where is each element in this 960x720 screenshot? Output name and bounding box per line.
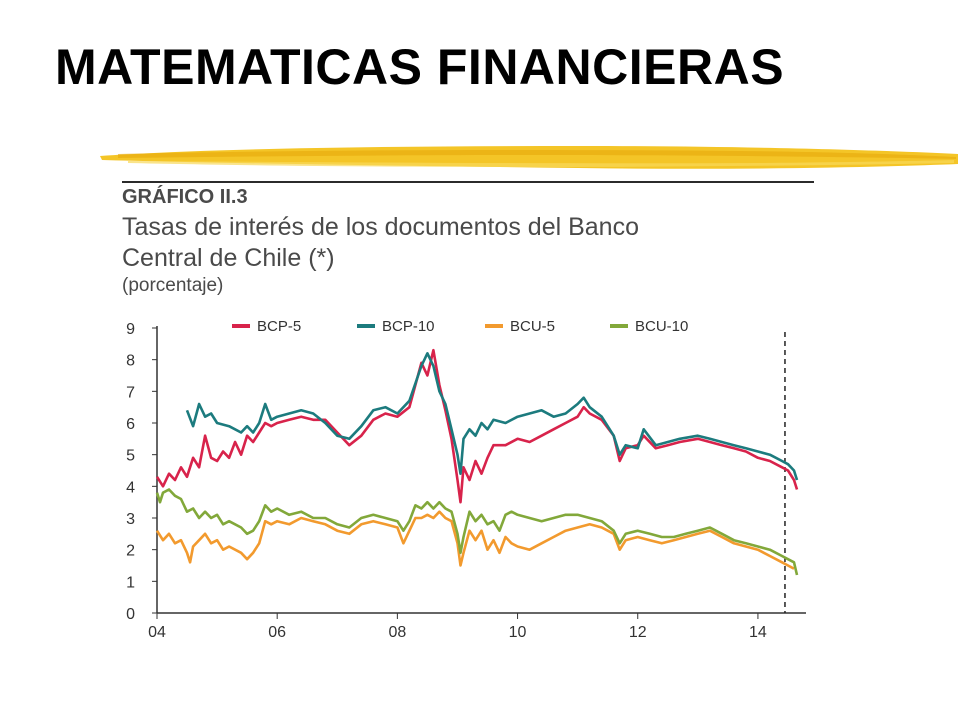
chart-units: (porcentaje) <box>122 275 224 296</box>
y-tick-label: 4 <box>126 479 135 496</box>
y-tick-label: 3 <box>126 511 135 528</box>
x-tick-label: 12 <box>629 624 647 641</box>
legend-label-bcp-10: BCP-10 <box>382 318 435 335</box>
y-tick-label: 2 <box>126 543 135 560</box>
legend-label-bcu-10: BCU-10 <box>635 318 688 335</box>
y-tick-label: 7 <box>126 384 135 401</box>
y-tick-label: 6 <box>126 416 135 433</box>
chart-title-line-2: Central de Chile (*) <box>122 244 335 272</box>
series-line-bcp-5 <box>155 348 799 504</box>
x-tick-label: 06 <box>268 624 286 641</box>
x-tick-label: 10 <box>509 624 527 641</box>
y-tick-label: 9 <box>126 321 135 338</box>
brush-streak-2 <box>128 160 954 167</box>
series-line-bcp-10 <box>185 352 799 481</box>
chart-label: GRÁFICO II.3 <box>122 186 248 208</box>
yellow-brush-stroke <box>100 146 958 169</box>
chart-title: Tasas de interés de los documentos del B… <box>122 212 822 274</box>
legend-label-bcu-5: BCU-5 <box>510 318 555 335</box>
chart-top-rule <box>122 181 814 183</box>
y-tick-label: 8 <box>126 353 135 370</box>
x-tick-label: 14 <box>749 624 767 641</box>
chart-title-line-1: Tasas de interés de los documentos del B… <box>122 213 639 241</box>
y-tick-label: 0 <box>126 606 135 623</box>
x-tick-label: 08 <box>388 624 406 641</box>
series-line-bcu-10 <box>155 488 799 576</box>
legend-label-bcp-5: BCP-5 <box>257 318 301 335</box>
x-tick-label: 04 <box>148 624 166 641</box>
y-tick-label: 5 <box>126 448 135 465</box>
brush-streak-1 <box>118 150 956 159</box>
y-tick-label: 1 <box>126 574 135 591</box>
slide-title: MATEMATICAS FINANCIERAS <box>55 39 785 95</box>
series-line-bcu-5 <box>155 510 795 570</box>
